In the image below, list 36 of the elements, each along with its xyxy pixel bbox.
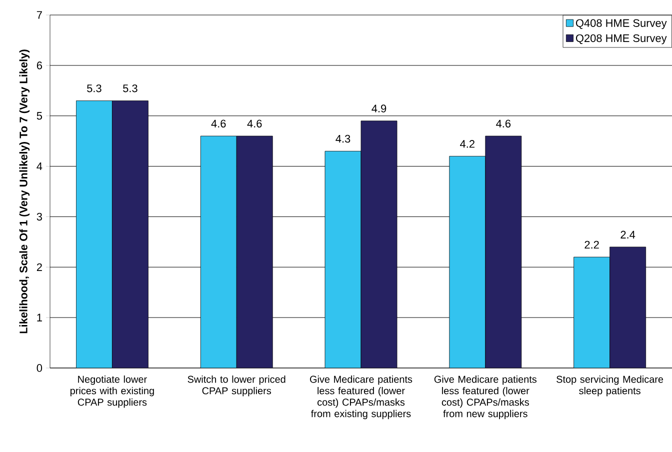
bar xyxy=(324,150,362,368)
y-tick-label: 3 xyxy=(36,212,42,221)
bar xyxy=(574,256,610,368)
data-label: 5.3 xyxy=(87,84,102,92)
data-label: 4.6 xyxy=(496,120,511,128)
bar xyxy=(236,136,273,368)
bar xyxy=(200,136,237,368)
y-tick-label: 5 xyxy=(36,112,42,120)
x-tick-label: Negotiate lower prices with existing CPAP suppliers xyxy=(70,376,154,408)
y-tick-label: 6 xyxy=(36,62,42,70)
y-tick-label: 1 xyxy=(37,314,42,322)
y-axis-title: Likelihood, Scale Of 1 (Very Unlikely) To 7 (Very Likely) xyxy=(19,50,30,334)
x-tick-label: Give Medicare patients less featured (lower cost) CPAPs/masks from new suppliers xyxy=(434,376,537,420)
legend-label: Q408 HME Survey xyxy=(576,19,667,30)
y-tick-label: 2 xyxy=(36,263,42,271)
bar xyxy=(112,100,148,368)
data-label: 2.4 xyxy=(620,230,636,238)
data-label: 4.2 xyxy=(460,140,474,148)
x-tick-label: Switch to lower priced CPAP suppliers xyxy=(188,376,286,396)
y-tick-label: 4 xyxy=(36,162,42,170)
bar xyxy=(610,246,646,368)
data-label: 4.6 xyxy=(247,120,262,128)
data-label: 4.6 xyxy=(211,120,226,128)
x-tick-label: Stop servicing Medicare sleep patients xyxy=(556,376,664,396)
bar xyxy=(449,156,486,368)
bar xyxy=(485,136,522,368)
data-label: 4.3 xyxy=(336,134,350,143)
data-label: 2.2 xyxy=(584,240,599,249)
data-label: 5.3 xyxy=(123,84,138,92)
bar xyxy=(76,100,112,368)
data-label: 4.9 xyxy=(372,104,386,112)
y-tick-label: 7 xyxy=(36,11,42,19)
y-tick-label: 0 xyxy=(36,364,42,372)
legend-label: Q208 HME Survey xyxy=(576,34,667,44)
bar xyxy=(360,120,398,368)
x-tick-label: Give Medicare patients less featured (lower cost) CPAPs/masks from existing suppliers xyxy=(310,376,412,420)
